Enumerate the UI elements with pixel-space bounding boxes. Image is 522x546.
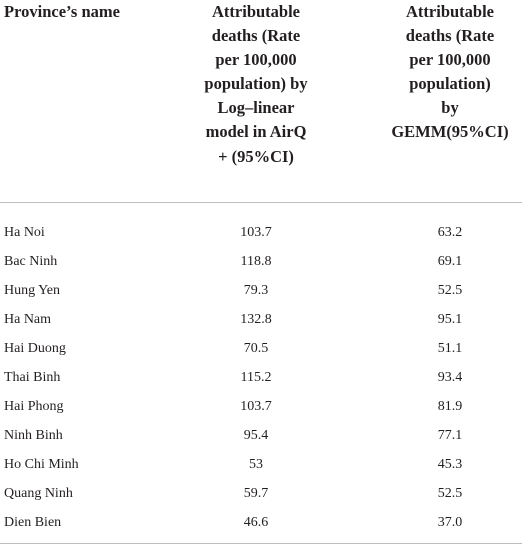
- cell-airq: 115.2: [240, 370, 272, 385]
- table-row: Hung Yen 79.3 52.5: [0, 276, 522, 305]
- header-divider: [0, 202, 522, 203]
- cell-airq: 46.6: [243, 515, 269, 530]
- cell-province: Ha Noi: [4, 225, 45, 240]
- cell-airq: 79.3: [243, 283, 269, 298]
- table-row: Ho Chi Minh 53 45.3: [0, 450, 522, 479]
- cell-province: Hai Phong: [4, 399, 64, 414]
- cell-province: Hai Duong: [4, 341, 66, 356]
- cell-province: Dien Bien: [4, 515, 62, 530]
- cell-airq: 59.7: [243, 486, 269, 501]
- cell-gemm: 51.1: [437, 341, 463, 356]
- cell-gemm: 77.1: [437, 428, 463, 443]
- table-row: Dien Bien 46.6 37.0: [0, 508, 522, 537]
- cell-province: Ha Nam: [4, 312, 52, 327]
- cell-gemm: 52.5: [437, 283, 463, 298]
- cell-gemm: 95.1: [437, 312, 463, 327]
- table-row: Hai Duong 70.5 51.1: [0, 334, 522, 363]
- table-row: Ninh Binh 95.4 77.1: [0, 421, 522, 450]
- table-header: Province’s name Attributable deaths (Rat…: [0, 0, 522, 202]
- cell-gemm: 69.1: [437, 254, 463, 269]
- cell-gemm: 81.9: [437, 399, 463, 414]
- cell-province: Hung Yen: [4, 283, 61, 298]
- cell-province: Quang Ninh: [4, 486, 73, 501]
- cell-gemm: 45.3: [437, 457, 463, 472]
- cell-province: Ho Chi Minh: [4, 457, 79, 472]
- table-row: Thai Binh 115.2 93.4: [0, 363, 522, 392]
- cell-airq: 70.5: [243, 341, 269, 356]
- cell-gemm: 93.4: [437, 370, 463, 385]
- table-row: Bac Ninh 118.8 69.1: [0, 247, 522, 276]
- table-row: Ha Nam 132.8 95.1: [0, 305, 522, 334]
- cell-province: Thai Binh: [4, 370, 61, 385]
- header-gemm: Attributable deaths (Rate per 100,000 po…: [391, 2, 509, 142]
- cell-gemm: 52.5: [437, 486, 463, 501]
- table-bottom-rule: [0, 543, 522, 544]
- table-row: Ha Noi 103.7 63.2: [0, 218, 522, 247]
- table-row: Hai Phong 103.7 81.9: [0, 392, 522, 421]
- cell-province: Bac Ninh: [4, 254, 58, 269]
- header-airq: Attributable deaths (Rate per 100,000 po…: [204, 2, 308, 166]
- cell-airq: 132.8: [240, 312, 272, 327]
- cell-airq: 118.8: [240, 254, 272, 269]
- table-row: Quang Ninh 59.7 52.5: [0, 479, 522, 508]
- cell-airq: 95.4: [243, 428, 269, 443]
- table-body: Ha Noi 103.7 63.2 Bac Ninh 118.8 69.1 Hung Yen…: [0, 218, 522, 537]
- cell-gemm: 63.2: [437, 225, 463, 240]
- cell-airq: 103.7: [240, 225, 272, 240]
- cell-airq: 103.7: [240, 399, 272, 414]
- cell-airq: 53: [249, 457, 263, 472]
- header-province: Province’s name: [4, 2, 120, 21]
- cell-gemm: 37.0: [437, 515, 463, 530]
- cell-province: Ninh Binh: [4, 428, 63, 443]
